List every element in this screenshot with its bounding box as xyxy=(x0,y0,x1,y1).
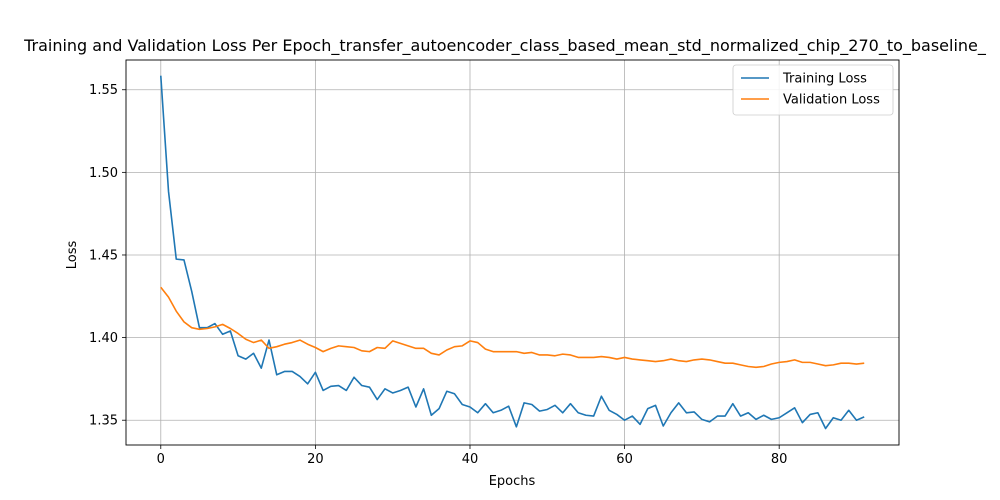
axis-ticks: 0 20 40 60 80 1.35 1.40 1.45 1.50 1.55 xyxy=(89,83,787,467)
legend-box xyxy=(732,64,894,116)
x-tick-label: 20 xyxy=(307,452,324,467)
y-tick-label: 1.45 xyxy=(89,248,118,263)
legend-label: Training Loss xyxy=(782,72,867,87)
x-axis-label: Epochs xyxy=(489,474,536,489)
plot-frame xyxy=(125,59,900,446)
y-tick-label: 1.40 xyxy=(89,331,118,346)
chart-title: Training and Validation Loss Per Epoch_t… xyxy=(23,36,987,56)
legend: Training Loss Validation Loss xyxy=(732,64,894,116)
series-line-training xyxy=(159,75,865,430)
y-tick-label: 1.35 xyxy=(89,414,118,429)
y-tick-label: 1.55 xyxy=(89,83,118,98)
y-tick-label: 1.50 xyxy=(89,166,118,181)
x-tick-label: 80 xyxy=(771,452,788,467)
x-tick-label: 0 xyxy=(157,452,165,467)
legend-label: Validation Loss xyxy=(783,93,880,108)
x-tick-label: 60 xyxy=(616,452,633,467)
y-axis-label: Loss xyxy=(65,241,80,270)
x-tick-label: 40 xyxy=(462,452,479,467)
series-lines xyxy=(159,75,865,430)
series-line-validation xyxy=(160,286,865,369)
grid xyxy=(126,60,899,445)
